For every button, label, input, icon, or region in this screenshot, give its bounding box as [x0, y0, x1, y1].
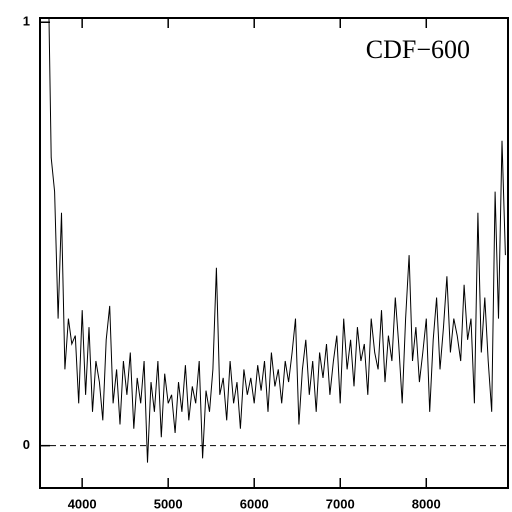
x-tick-label: 5000 [154, 496, 183, 511]
y-tick-label: 1 [23, 14, 30, 29]
y-tick-label: 0 [23, 437, 30, 452]
x-tick-label: 4000 [68, 496, 97, 511]
spectrum-line [48, 18, 506, 463]
chart-label: CDF−600 [366, 35, 470, 64]
x-tick-label: 8000 [412, 496, 441, 511]
plot-frame [39, 17, 509, 489]
x-tick-label: 6000 [240, 496, 269, 511]
x-tick-label: 7000 [326, 496, 355, 511]
